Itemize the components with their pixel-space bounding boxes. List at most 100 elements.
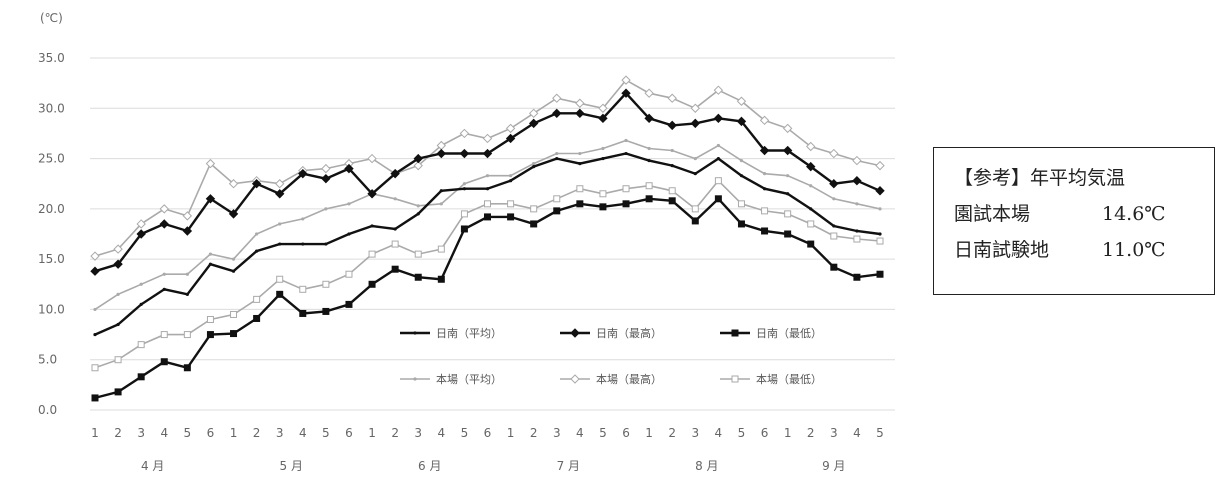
series-point [206,331,214,339]
series-point [185,292,189,296]
series-point [416,212,420,216]
y-axis: (℃) 0.0 5.0 10.0 15.0 20.0 25.0 30.0 35.0 [38,11,65,417]
series-point [693,156,697,161]
series-point [255,232,259,236]
series-point [416,204,420,208]
series-point [667,93,677,103]
series-point [668,197,676,205]
series-point [160,331,168,339]
series-point [739,174,744,178]
x-tick-label: 3 [137,426,145,440]
series-point [806,141,816,152]
series-point [552,93,562,103]
series-point [553,195,561,203]
x-tick-label: 3 [553,426,561,440]
series-point [731,329,739,337]
series-point [437,245,445,253]
series-point [137,373,145,381]
series-point [528,118,539,129]
series-point [830,263,838,271]
series-point [460,210,468,218]
series-point [367,189,377,199]
x-tick-label: 5 [738,426,746,440]
series-point [114,388,122,396]
series-point [693,172,697,176]
series-point [855,229,859,233]
x-month-label: 6 月 [418,459,441,473]
reference-label-honjo: 園試本場 [954,203,1031,225]
series-point [206,315,214,323]
series-point [255,249,259,253]
series-point [668,187,676,195]
series-point [621,88,631,98]
x-tick-label: 3 [414,426,422,440]
series-point [621,75,631,85]
series-point [878,207,882,211]
series-point [508,179,513,183]
x-tick-label: 6 [761,426,769,440]
series-point [278,222,282,226]
x-tick-label: 3 [276,426,284,440]
series-point [624,138,628,143]
series-point [299,309,307,317]
series-point [644,88,654,98]
series-group [90,88,885,276]
series-point [829,148,839,159]
series-point [462,187,467,191]
series-point [185,272,189,276]
series-point [736,116,747,127]
series-point [853,273,861,281]
series-point [253,295,261,303]
series-point [670,164,674,168]
series-point [875,186,885,196]
series-point [274,189,285,199]
series-point [876,270,884,278]
series-point [205,158,216,169]
x-tick-label: 5 [461,426,469,440]
series-point [691,205,699,213]
reference-value-honjo: 14.6℃ [1102,203,1166,225]
series-point [205,194,216,204]
series-point [532,165,536,169]
series-point [439,189,443,193]
series-point [116,292,120,296]
series-point [230,330,238,338]
series-point [530,205,538,213]
reference-title: 【参考】年平均気温 [954,167,1126,189]
series-point [716,143,720,148]
series-point [484,213,491,221]
legend-label: 日南（平均） [436,327,502,340]
series-point [762,187,767,191]
x-tick-label: 1 [368,426,376,440]
series-point [736,96,747,106]
series-point [136,229,146,239]
series-group [93,151,882,337]
x-tick-label: 2 [114,426,122,440]
series-point [576,185,584,193]
y-tick-label: 0.0 [38,403,57,417]
series-point [93,307,97,312]
series-point [299,285,307,293]
x-tick-label: 5 [322,426,330,440]
series-group [91,195,884,402]
series-lines [90,75,885,402]
series-point [806,161,816,172]
series-point [368,280,376,288]
series-point [370,224,374,228]
series-point [690,118,701,129]
series-point [274,179,285,189]
series-point [183,331,191,339]
series-point [183,364,191,372]
series-point [528,108,539,119]
x-tick-label: 3 [691,426,699,440]
series-point [182,226,193,236]
series-point [713,113,724,124]
series-point [578,162,582,166]
series-point [829,179,839,189]
x-tick-label: 3 [830,426,838,440]
series-point [852,155,862,166]
series-point [160,358,168,366]
x-tick-label: 5 [184,426,192,440]
x-tick-label: 6 [345,426,353,440]
series-point [876,237,884,245]
